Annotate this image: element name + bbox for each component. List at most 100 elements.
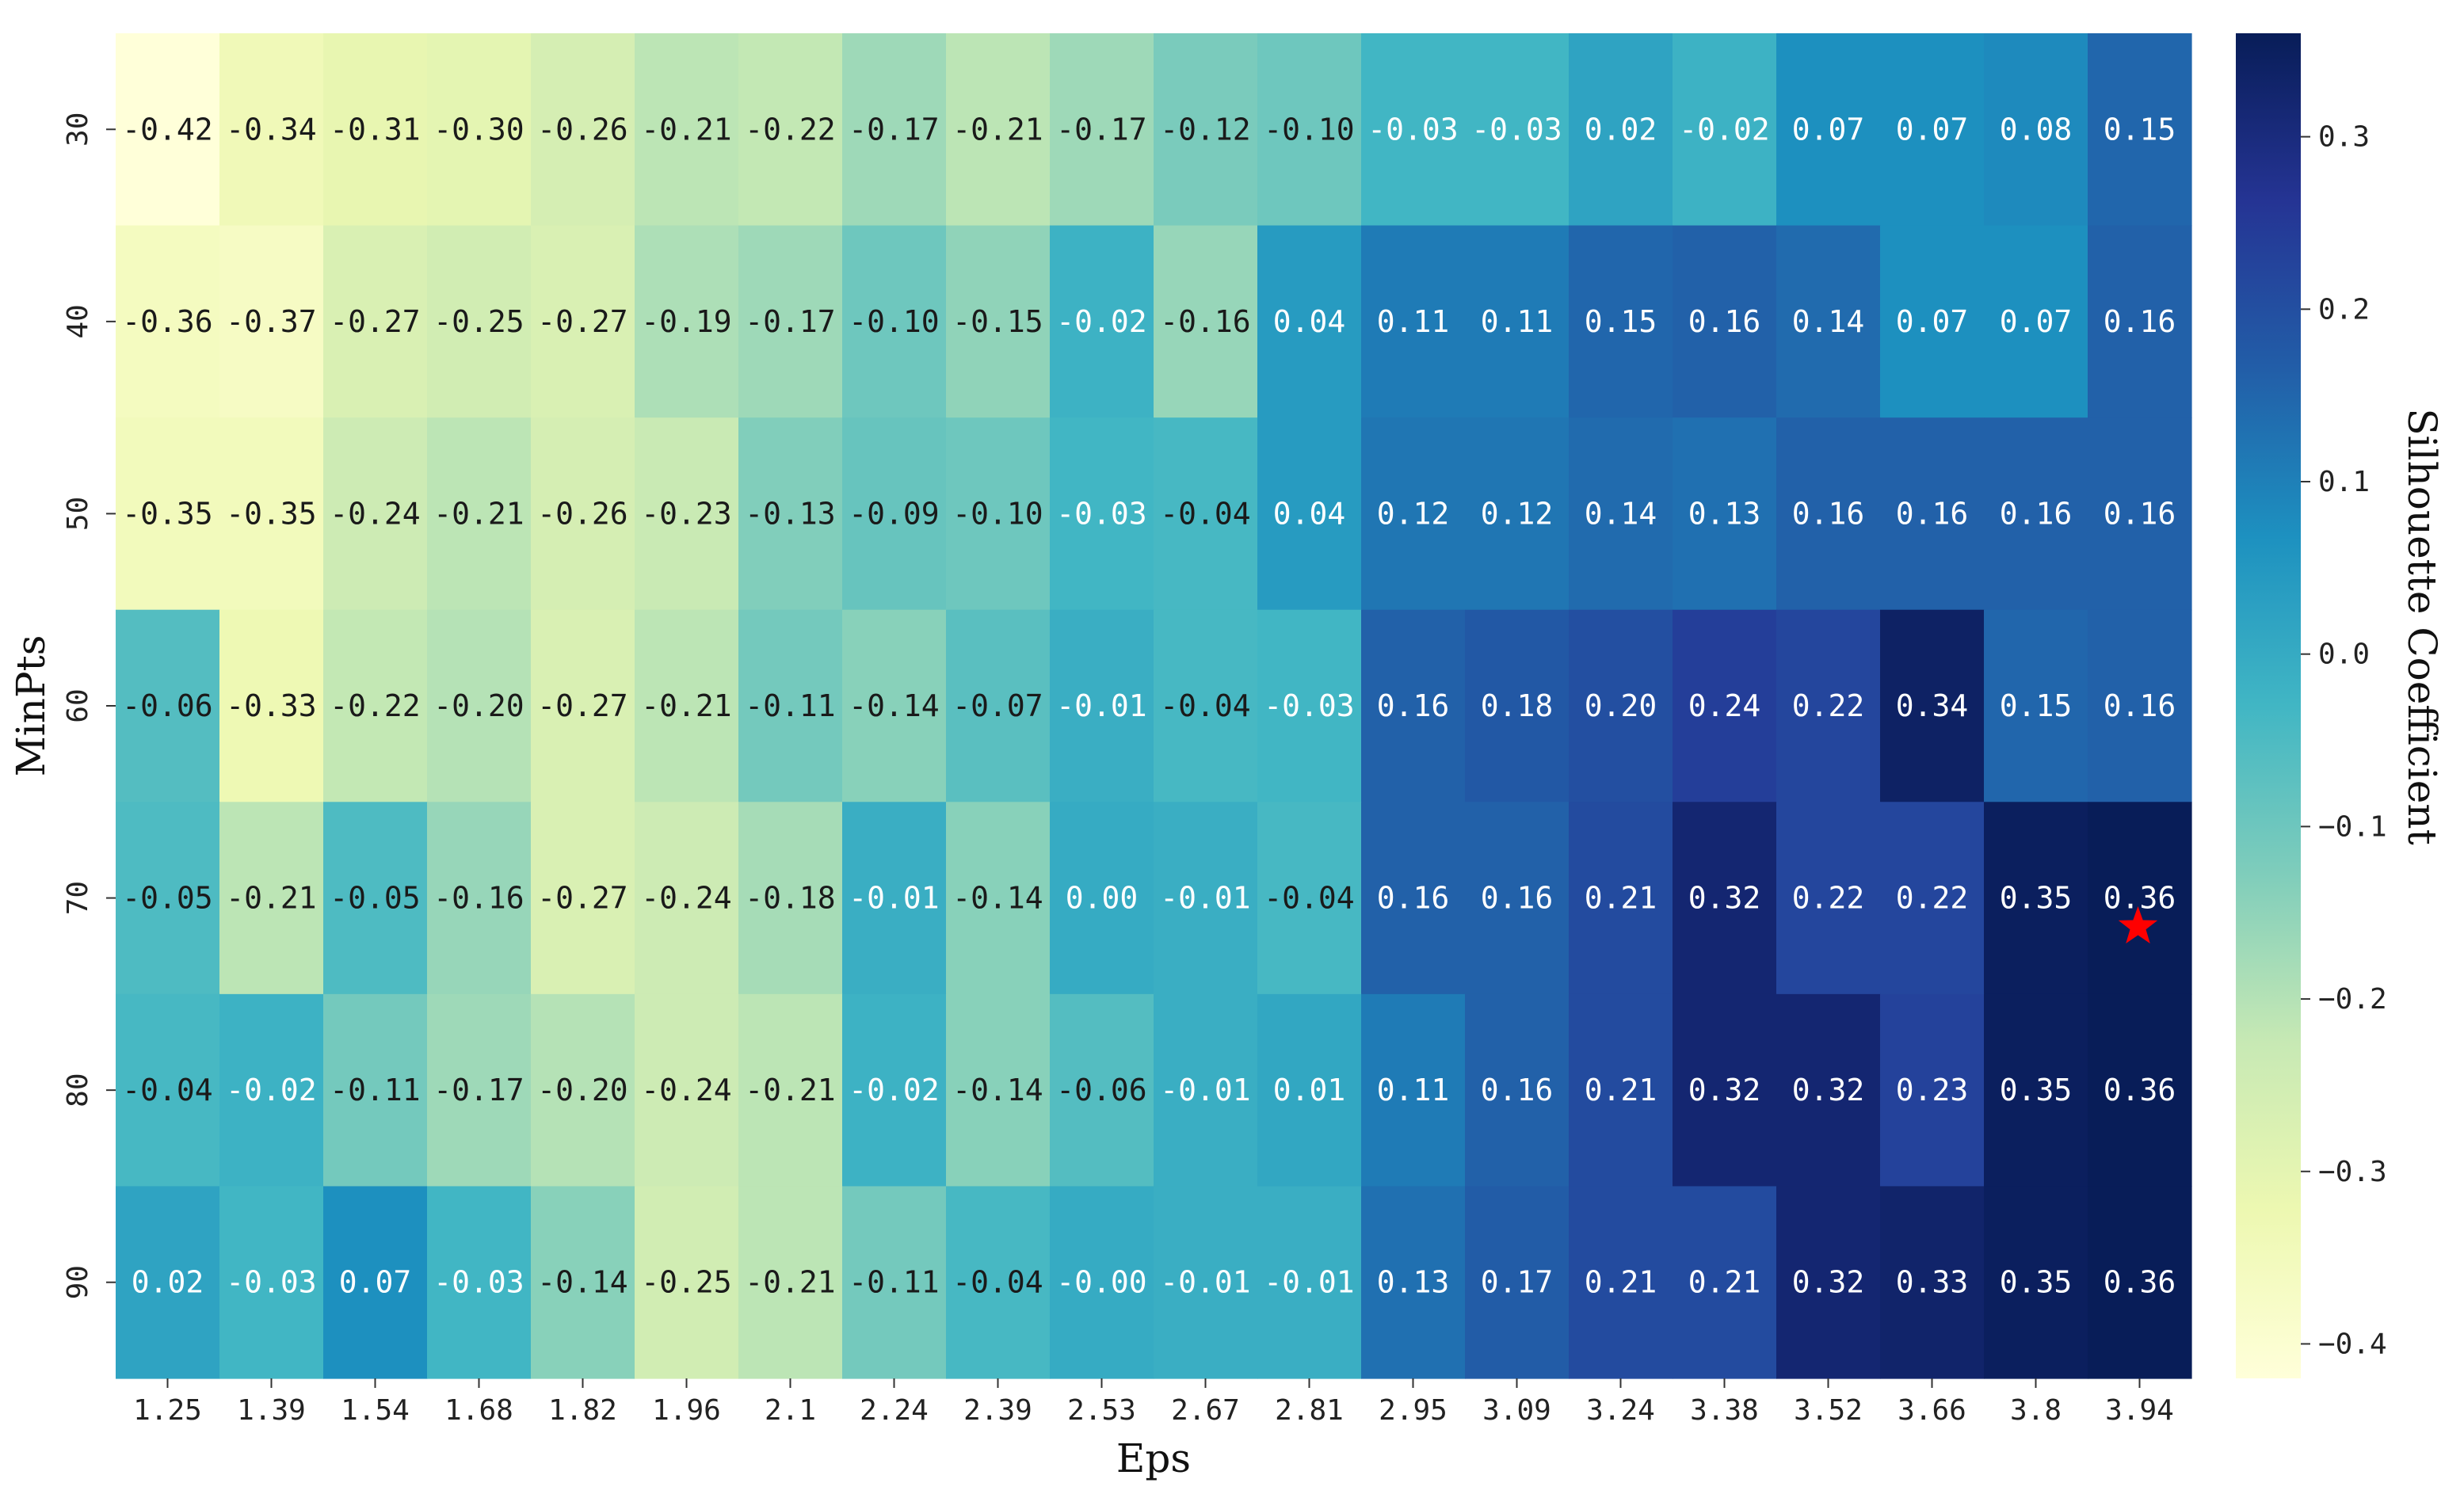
cell-value-label: 0.32 (1688, 1073, 1761, 1107)
cell-value-label: -0.20 (433, 688, 524, 723)
heatmap-cell (1569, 417, 1673, 611)
heatmap-cell (1673, 33, 1777, 227)
heatmap-cell (323, 225, 428, 418)
y-tick-label: 60 (62, 688, 94, 722)
cell-value-label: -0.21 (745, 1073, 835, 1107)
colorbar-tick-label: 0.0 (2318, 638, 2370, 671)
cell-value-label: 0.12 (1377, 496, 1450, 531)
cell-value-label: -0.35 (122, 496, 212, 531)
heatmap-cell (946, 609, 1051, 802)
cell-value-label: 0.07 (1896, 304, 1969, 339)
heatmap-cell (1050, 33, 1154, 227)
heatmap-cell (1154, 993, 1258, 1187)
cell-value-label: -0.09 (849, 496, 939, 531)
cell-value-label: 0.16 (1481, 881, 1554, 916)
x-tick-label: 2.1 (765, 1394, 816, 1427)
optimum-star-marker (2118, 906, 2158, 943)
heatmap-cell (1776, 1186, 1881, 1379)
heatmap-cell (1361, 609, 1466, 802)
heatmap-cell (323, 417, 428, 611)
heatmap-cell (1569, 1186, 1673, 1379)
heatmap-cell (1465, 1186, 1570, 1379)
heatmap-cell (1154, 1186, 1258, 1379)
cell-value-label: 0.12 (1481, 496, 1554, 531)
cell-value-label: 0.04 (1273, 304, 1346, 339)
heatmap-cell (1361, 802, 1466, 995)
heatmap-cell (1673, 417, 1777, 611)
colorbar-tick-label: −0.3 (2318, 1156, 2387, 1188)
cell-value-label: -0.02 (226, 1073, 316, 1107)
heatmap-cell (219, 802, 324, 995)
heatmap-cell (946, 33, 1051, 227)
heatmap-cell (1984, 225, 2088, 418)
heatmap-cell (1257, 417, 1362, 611)
cell-value-label: -0.02 (1056, 304, 1146, 339)
cell-value-label: 0.07 (339, 1265, 412, 1300)
cell-value-label: -0.35 (226, 496, 316, 531)
heatmap-cell (1984, 1186, 2088, 1379)
heatmap-cell (1050, 609, 1154, 802)
heatmap-cell (427, 33, 532, 227)
x-tick-label: 1.39 (237, 1394, 306, 1427)
heatmap-cell (635, 225, 739, 418)
cell-value-label: -0.24 (641, 881, 731, 916)
heatmap-cell (842, 1186, 947, 1379)
heatmap-cell (1880, 1186, 1985, 1379)
cell-value-labels: -0.42 -0.34 -0.31 -0.30 -0.26 -0.21 -0.22 -0.17… (122, 112, 2176, 1299)
cell-value-label: 0.16 (1377, 881, 1450, 916)
cell-value-label: -0.42 (122, 112, 212, 147)
heatmap-cell (1673, 802, 1777, 995)
cell-value-label: 0.33 (1896, 1265, 1969, 1300)
cell-value-label: 0.11 (1377, 1073, 1450, 1107)
cell-value-label: -0.19 (641, 304, 731, 339)
cell-value-label: -0.18 (745, 881, 835, 916)
cell-value-label: 0.15 (2000, 688, 2073, 723)
heatmap-cell (1673, 1186, 1777, 1379)
x-tick-label: 2.67 (1171, 1394, 1240, 1427)
heatmap-cell (1880, 993, 1985, 1187)
heatmap-cell (219, 609, 324, 802)
x-tick-label: 1.25 (133, 1394, 202, 1427)
heatmap-cell (1880, 802, 1985, 995)
cell-value-label: 0.35 (2000, 1265, 2073, 1300)
heatmap-cell (531, 225, 635, 418)
cell-value-label: 0.08 (2000, 112, 2073, 147)
cell-value-label: -0.14 (952, 1073, 1043, 1107)
heatmap-cell (1569, 609, 1673, 802)
cell-value-label: -0.03 (1264, 688, 1354, 723)
y-tick-label: 80 (62, 1073, 94, 1107)
cell-value-label: 0.15 (2104, 112, 2176, 147)
cell-value-label: 0.16 (2104, 304, 2176, 339)
heatmap-cell (1569, 802, 1673, 995)
heatmap-cell (1984, 609, 2088, 802)
cell-value-label: -0.27 (330, 304, 420, 339)
cell-value-label: -0.13 (745, 496, 835, 531)
cell-value-label: -0.16 (433, 881, 524, 916)
cell-value-label: -0.00 (1056, 1265, 1146, 1300)
heatmap-cell (531, 33, 635, 227)
cell-value-label: -0.10 (952, 496, 1043, 531)
heatmap-cell (116, 993, 220, 1187)
cell-value-label: 0.24 (1688, 688, 1761, 723)
heatmap-cell (1569, 33, 1673, 227)
cell-value-label: -0.01 (849, 881, 939, 916)
cell-value-label: -0.03 (1471, 112, 1562, 147)
cell-value-label: -0.21 (433, 496, 524, 531)
y-tick-label: 30 (62, 112, 94, 147)
cell-value-label: -0.01 (1160, 881, 1250, 916)
heatmap-cell (219, 225, 324, 418)
heatmap-cell (1257, 802, 1362, 995)
colorbar-tick-label: 0.1 (2318, 466, 2370, 498)
heatmap-cell (946, 993, 1051, 1187)
cell-value-label: -0.04 (1160, 496, 1250, 531)
y-tick-label: 70 (62, 881, 94, 915)
x-tick-label: 2.81 (1275, 1394, 1344, 1427)
x-tick-label: 2.24 (860, 1394, 929, 1427)
heatmap-cell (1465, 33, 1570, 227)
cell-value-label: -0.07 (952, 688, 1043, 723)
cell-value-label: 0.14 (1585, 496, 1657, 531)
cell-value-label: -0.01 (1264, 1265, 1354, 1300)
cell-value-label: -0.01 (1160, 1265, 1250, 1300)
heatmap-cell (116, 417, 220, 611)
cell-value-label: -0.11 (330, 1073, 420, 1107)
